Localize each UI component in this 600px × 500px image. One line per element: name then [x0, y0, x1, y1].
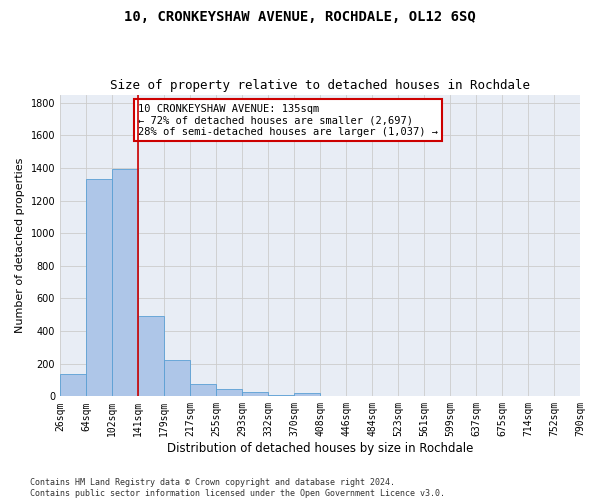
Bar [216, 389, 242, 396]
Bar [294, 393, 320, 396]
Bar [268, 394, 294, 396]
Bar [190, 384, 216, 396]
Text: Contains HM Land Registry data © Crown copyright and database right 2024.
Contai: Contains HM Land Registry data © Crown c… [30, 478, 445, 498]
Bar [86, 178, 112, 396]
Bar [138, 316, 164, 396]
Text: 10, CRONKEYSHAW AVENUE, ROCHDALE, OL12 6SQ: 10, CRONKEYSHAW AVENUE, ROCHDALE, OL12 6… [124, 10, 476, 24]
Y-axis label: Number of detached properties: Number of detached properties [15, 158, 25, 333]
Text: 10 CRONKEYSHAW AVENUE: 135sqm
← 72% of detached houses are smaller (2,697)
28% o: 10 CRONKEYSHAW AVENUE: 135sqm ← 72% of d… [138, 104, 438, 137]
Bar [60, 374, 86, 396]
Bar [164, 360, 190, 397]
Bar [112, 169, 138, 396]
X-axis label: Distribution of detached houses by size in Rochdale: Distribution of detached houses by size … [167, 442, 473, 455]
Bar [242, 392, 268, 396]
Title: Size of property relative to detached houses in Rochdale: Size of property relative to detached ho… [110, 79, 530, 92]
